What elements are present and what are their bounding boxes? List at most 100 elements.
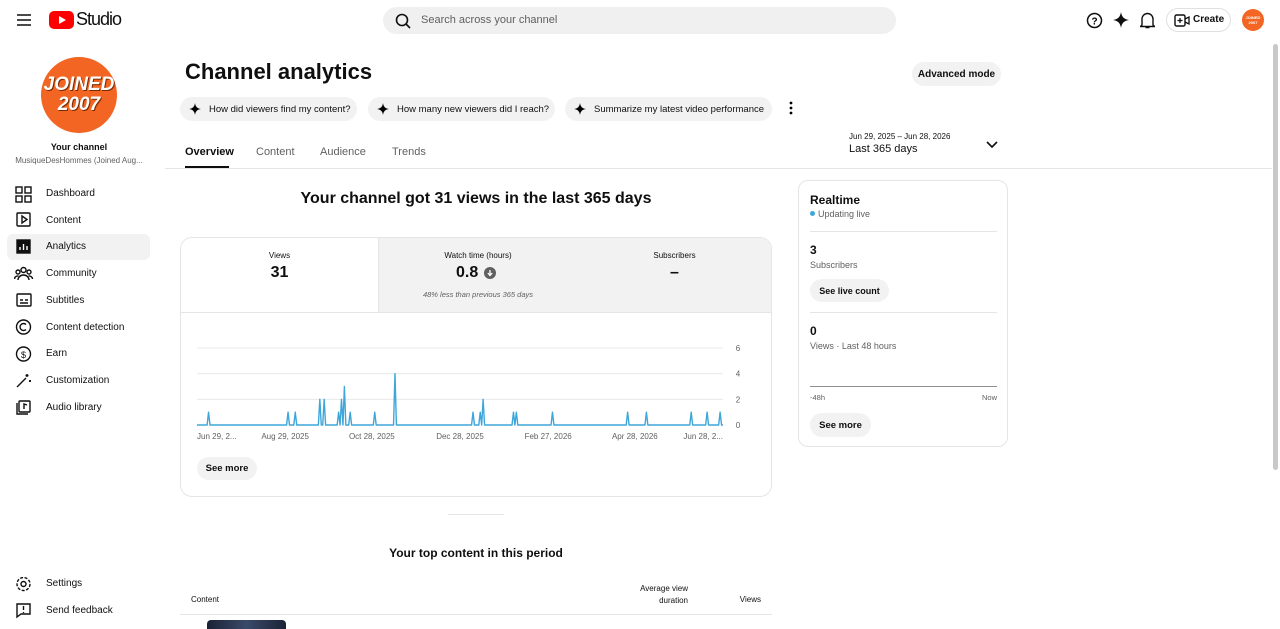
create-button[interactable]: Create	[1166, 8, 1231, 32]
channel-avatar[interactable]: JOINED 2007	[41, 57, 117, 133]
realtime-divider	[810, 312, 997, 313]
realtime-axis	[810, 386, 997, 387]
table-divider	[180, 614, 772, 615]
more-icon[interactable]	[787, 101, 795, 115]
see-more-button[interactable]: See more	[197, 457, 257, 480]
search-icon	[395, 13, 411, 29]
summary-card: Views 31 Watch time (hours) 0.8 48% less…	[180, 237, 772, 497]
active-nav-bg	[7, 234, 150, 260]
see-more-button[interactable]: See more	[810, 413, 871, 437]
nav-item[interactable]: Customization	[46, 375, 110, 386]
nav-item[interactable]: Analytics	[46, 241, 87, 252]
x-tick-label: Jun 29, 2...	[197, 432, 237, 441]
x-tick-label: Dec 28, 2025	[436, 432, 484, 441]
prompt-chip[interactable]: Summarize my latest video performance	[565, 97, 772, 121]
nav-item[interactable]: Earn	[46, 348, 68, 359]
metric-tab[interactable]: Subscribers –	[576, 238, 771, 312]
tab-underline	[185, 166, 229, 168]
spark-icon	[189, 103, 201, 115]
metric-label: Views	[268, 251, 291, 260]
realtime-axis-start: -48h	[810, 393, 826, 402]
nav-item[interactable]: Audio library	[46, 402, 102, 413]
trend-down-icon	[484, 267, 496, 279]
create-icon	[1174, 14, 1190, 27]
top-content-title: Your top content in this period	[389, 546, 563, 560]
prompt-chip[interactable]: How many new viewers did I reach?	[368, 97, 555, 121]
spark-icon	[574, 103, 586, 115]
scrollbar[interactable]	[1273, 44, 1278, 470]
metric-tab[interactable]: Watch time (hours) 0.8 48% less than pre…	[378, 238, 578, 312]
views-chart: 0 2 4 6 Jun 29, 2... Aug 29, 2025 Oct 28, 2025…	[197, 344, 741, 441]
realtime-subscribers: 3	[810, 243, 817, 257]
bell-icon[interactable]	[1140, 12, 1155, 29]
live-dot	[810, 211, 815, 216]
date-range-label[interactable]: Last 365 days	[849, 143, 918, 155]
nav-item[interactable]: Send feedback	[46, 605, 113, 616]
y-tick-label: 4	[736, 370, 741, 379]
nav-item[interactable]: Subtitles	[46, 295, 85, 306]
tab[interactable]: Content	[256, 146, 295, 158]
metric-tab[interactable]: Views 31	[181, 238, 378, 312]
help-icon[interactable]: ?	[1086, 12, 1103, 29]
spark-icon[interactable]	[1113, 12, 1129, 28]
logo-icon[interactable]	[49, 11, 74, 29]
tabs-divider	[165, 168, 1272, 169]
x-tick-label: Feb 27, 2026	[525, 432, 573, 441]
video-thumbnail[interactable]	[207, 620, 286, 629]
nav-item[interactable]: Community	[46, 268, 97, 279]
spark-icon	[377, 103, 389, 115]
date-range-dates: Jun 29, 2025 – Jun 28, 2026	[849, 132, 951, 141]
avatar-line: JOINED	[43, 74, 115, 95]
realtime-views-label: Views · Last 48 hours	[810, 341, 897, 351]
realtime-divider	[810, 231, 997, 232]
tab[interactable]: Audience	[320, 146, 366, 158]
views-line	[197, 372, 723, 426]
prompt-chip[interactable]: How did viewers find my content?	[180, 97, 357, 121]
metric-divider	[181, 312, 771, 313]
prompt-text: How did viewers find my content?	[209, 103, 351, 115]
nav-item[interactable]: Settings	[46, 578, 83, 589]
nav-item[interactable]: Dashboard	[46, 188, 95, 199]
y-tick-label: 6	[736, 344, 741, 353]
search-placeholder: Search across your channel	[421, 14, 558, 26]
metric-value: –	[670, 264, 679, 281]
x-tick-label: Oct 28, 2025	[349, 432, 395, 441]
realtime-subscribers-label: Subscribers	[810, 260, 858, 270]
realtime-views: 0	[810, 324, 817, 338]
headline: Your channel got 31 views in the last 36…	[300, 190, 652, 207]
your-channel: Your channel	[50, 142, 108, 152]
y-tick-label: 0	[736, 421, 741, 430]
see-live-count-button[interactable]: See live count	[810, 279, 889, 302]
header-avatar[interactable]: JOINED 2007	[1242, 9, 1264, 31]
logo-text: Studio	[76, 9, 122, 29]
tab[interactable]: Trends	[392, 146, 426, 158]
column-header: Content	[191, 595, 220, 604]
avatar-line: 2007	[57, 94, 101, 115]
page-title: Channel analytics	[185, 59, 373, 84]
column-header: Views	[739, 595, 761, 604]
x-tick-label: Jun 28, 2...	[683, 432, 723, 441]
y-tick-label: 2	[736, 395, 741, 404]
realtime-status: Updating live	[818, 209, 871, 219]
metric-note: 48% less than previous 365 days	[422, 290, 534, 299]
nav-item[interactable]: Content detection	[46, 322, 125, 333]
tab[interactable]: Overview	[185, 146, 234, 158]
x-tick-label: Aug 29, 2025	[261, 432, 309, 441]
menu-icon[interactable]	[16, 13, 32, 27]
channel-name: MusiqueDesHommes (Joined Aug...	[15, 156, 143, 165]
advanced-mode-button[interactable]: Advanced mode	[912, 62, 1001, 86]
create-label: Create	[1193, 14, 1225, 25]
section-divider	[448, 514, 504, 515]
column-header: Average view duration	[640, 584, 688, 605]
svg-text:?: ?	[1091, 17, 1097, 28]
nav-item[interactable]: Content	[46, 215, 82, 226]
prompt-text: Summarize my latest video performance	[594, 103, 765, 115]
search-box[interactable]: Search across your channel	[383, 7, 896, 34]
realtime-card: Realtime Updating live 3 Subscribers See…	[798, 180, 1008, 447]
realtime-axis-end: Now	[981, 393, 997, 402]
chevron-icon[interactable]	[986, 141, 998, 149]
prompt-text: How many new viewers did I reach?	[397, 103, 550, 115]
realtime-title: Realtime	[810, 193, 861, 207]
